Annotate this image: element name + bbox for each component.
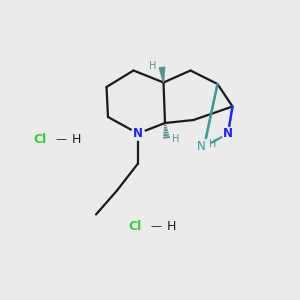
Circle shape [131,127,145,140]
Text: H: H [172,134,179,144]
Circle shape [196,140,211,154]
Text: H: H [166,220,176,233]
Text: N: N [133,127,143,140]
Polygon shape [159,67,165,83]
Text: Cl: Cl [128,220,142,233]
Text: —: — [150,221,162,232]
Text: H: H [209,139,216,149]
Text: N: N [196,140,206,154]
Text: N: N [223,127,233,140]
Text: H: H [149,61,157,71]
Text: H: H [72,133,81,146]
Circle shape [222,128,234,140]
Text: Cl: Cl [34,133,47,146]
Text: —: — [56,134,67,145]
